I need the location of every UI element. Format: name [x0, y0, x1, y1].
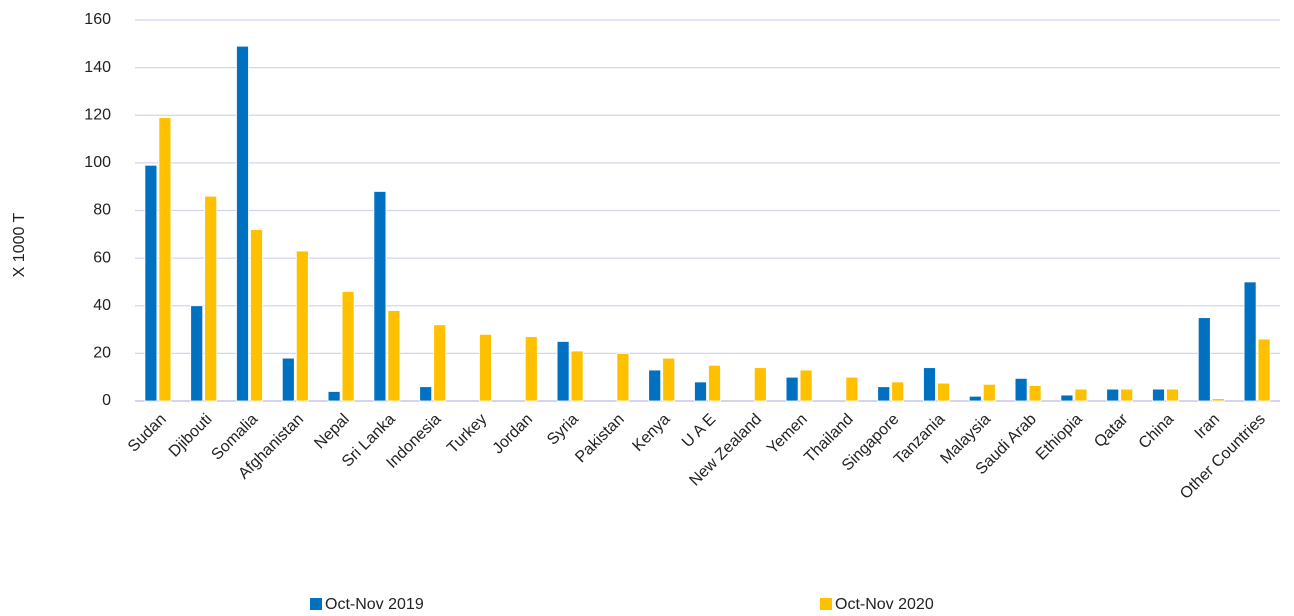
bar — [1257, 338, 1271, 402]
y-tick-label: 100 — [84, 154, 111, 171]
bar — [281, 357, 295, 402]
y-tick-label: 120 — [84, 106, 111, 123]
bar — [845, 376, 859, 402]
bar — [158, 117, 172, 402]
bar — [1014, 377, 1028, 402]
bar — [937, 382, 950, 402]
bar — [1028, 385, 1042, 402]
x-tick-label: Ethiopia — [1033, 411, 1086, 464]
bar — [1152, 388, 1165, 402]
y-tick-label: 0 — [102, 392, 111, 409]
x-tick-label: Djibouti — [166, 411, 216, 461]
x-tick-label: Qatar — [1091, 410, 1132, 451]
bar — [923, 367, 936, 402]
bar — [694, 381, 707, 402]
legend-swatch — [310, 598, 322, 610]
bar — [341, 291, 355, 402]
bar — [1060, 394, 1074, 402]
x-tick-label: Iran — [1192, 411, 1224, 443]
x-tick-label: Jordan — [489, 411, 536, 458]
y-tick-label: 160 — [84, 11, 111, 28]
x-tick-label: Kenya — [629, 411, 673, 455]
bar — [1243, 281, 1257, 402]
bar — [433, 324, 447, 402]
bar — [1211, 398, 1225, 402]
bar — [708, 364, 721, 402]
y-tick-label: 40 — [93, 297, 111, 314]
x-tick-label: Other Countries — [1177, 411, 1269, 503]
bar — [236, 45, 249, 402]
bar — [570, 350, 584, 402]
x-tick-label: U A E — [679, 411, 719, 451]
bar — [982, 383, 996, 402]
y-axis-label: X 1000 T — [11, 212, 28, 277]
bar — [785, 376, 799, 402]
bar — [1166, 388, 1179, 402]
bar — [556, 341, 570, 402]
y-tick-label: 140 — [84, 59, 111, 76]
bar — [479, 333, 492, 402]
bar — [204, 195, 218, 402]
x-tick-label: Syria — [544, 411, 582, 449]
bar — [1074, 388, 1088, 402]
bar — [387, 310, 401, 402]
x-tick-label: Turkey — [444, 411, 490, 457]
y-tick-label: 60 — [93, 249, 111, 266]
legend-label: Oct-Nov 2020 — [835, 596, 934, 613]
x-tick-label: Nepal — [311, 411, 353, 453]
bar — [616, 352, 630, 402]
bar — [648, 369, 662, 402]
bar — [1120, 388, 1134, 402]
legend-swatch — [820, 598, 832, 610]
bar — [250, 229, 263, 402]
y-tick-label: 20 — [93, 345, 111, 362]
bar — [295, 250, 309, 402]
x-tick-label: Pakistan — [572, 411, 627, 466]
bar — [327, 391, 341, 402]
legend-label: Oct-Nov 2019 — [325, 596, 424, 613]
bar — [1197, 317, 1211, 402]
bar — [799, 369, 813, 402]
bar — [753, 367, 767, 402]
bar — [662, 357, 676, 402]
x-tick-label: China — [1136, 411, 1178, 453]
bar — [877, 386, 891, 402]
bar — [144, 164, 158, 402]
bar — [968, 395, 982, 402]
bar — [373, 191, 387, 402]
bar — [1106, 388, 1120, 402]
bar — [190, 305, 204, 402]
bar — [419, 386, 433, 402]
x-tick-label: Tanzania — [891, 411, 948, 468]
bar — [891, 381, 905, 402]
bar — [524, 336, 538, 402]
y-tick-label: 80 — [93, 202, 111, 219]
x-tick-label: Sudan — [125, 411, 170, 456]
